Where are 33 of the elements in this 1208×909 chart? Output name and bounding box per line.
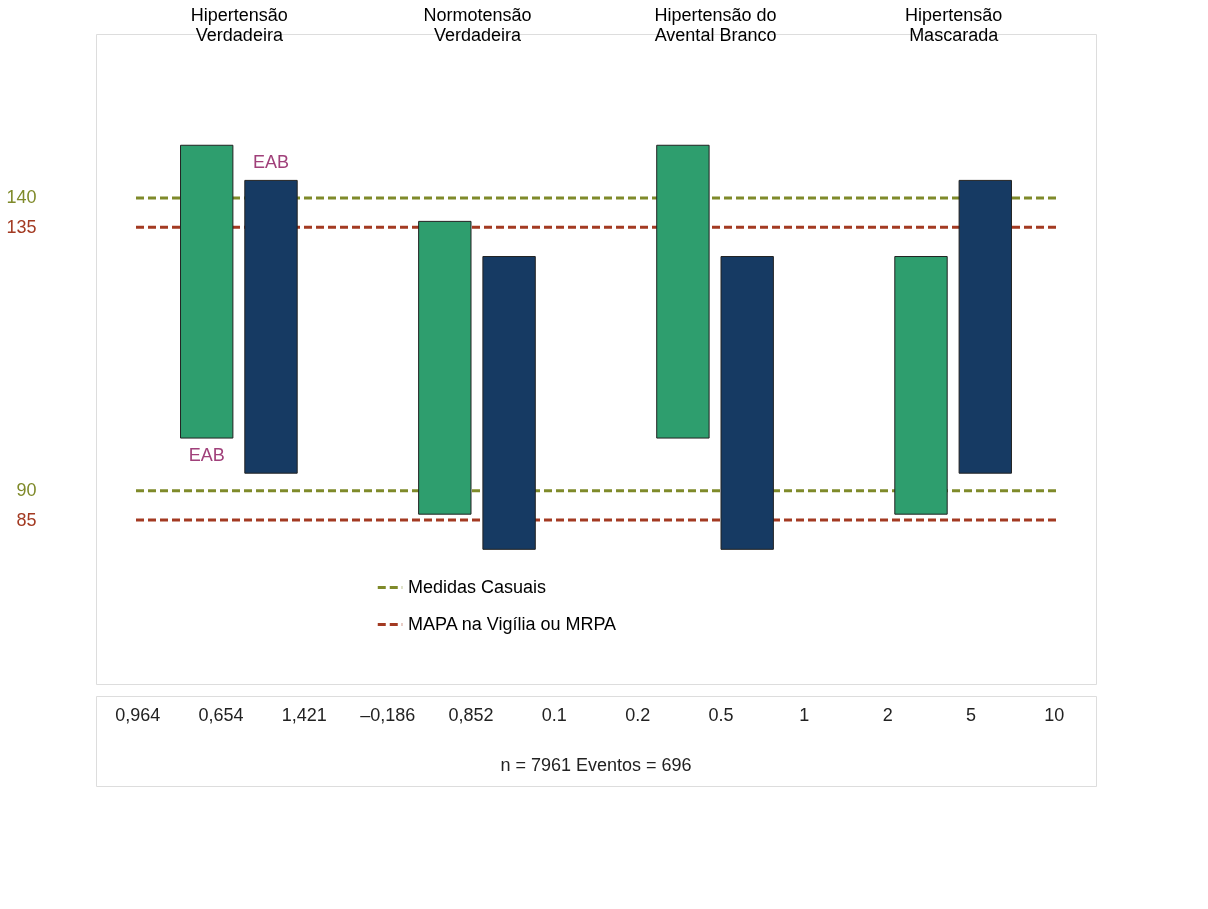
text: 0.2 xyxy=(625,705,651,725)
text: 0.1 xyxy=(541,705,567,725)
text: 1 xyxy=(799,705,810,725)
bar xyxy=(482,256,536,550)
bar xyxy=(244,179,298,474)
bar xyxy=(418,220,472,515)
bar xyxy=(656,144,710,439)
y-tick-label: 85 xyxy=(16,509,37,530)
y-tick-label: 90 xyxy=(16,480,37,501)
legend-label: Medidas Casuais xyxy=(408,576,547,597)
text: 10 xyxy=(1044,705,1065,725)
bar xyxy=(720,256,774,550)
text: n = 7961 Eventos = 696 xyxy=(500,755,692,775)
text: 5 xyxy=(965,705,977,725)
x-tick-label: Hipertensão do Avental Branco xyxy=(654,4,777,45)
text: –0,186 xyxy=(360,705,416,725)
text: 2 xyxy=(882,705,893,725)
x-tick-label: Normotensão Verdadeira xyxy=(423,4,532,45)
text: 0,852 xyxy=(448,705,494,725)
bar xyxy=(180,144,234,439)
annotation: EAB xyxy=(252,151,290,172)
bar xyxy=(894,256,948,515)
text: 1,421 xyxy=(281,705,327,725)
bar xyxy=(958,179,1012,474)
x-tick-label: Hipertensão Verdadeira xyxy=(190,4,288,45)
y-tick-label: 140 xyxy=(6,187,37,208)
text: 0.5 xyxy=(708,705,734,725)
x-tick-label: Hipertensão Mascarada xyxy=(905,4,1003,45)
y-tick-label: 135 xyxy=(6,216,37,237)
legend-label: MAPA na Vigília ou MRPA xyxy=(408,613,617,634)
annotation: EAB xyxy=(188,444,225,465)
text: 0,654 xyxy=(198,705,244,725)
text: 0,964 xyxy=(115,705,161,725)
